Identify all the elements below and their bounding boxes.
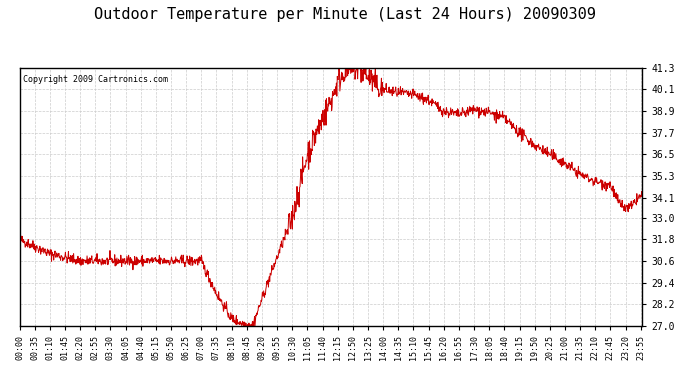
- Text: Copyright 2009 Cartronics.com: Copyright 2009 Cartronics.com: [23, 75, 168, 84]
- Text: Outdoor Temperature per Minute (Last 24 Hours) 20090309: Outdoor Temperature per Minute (Last 24 …: [94, 8, 596, 22]
